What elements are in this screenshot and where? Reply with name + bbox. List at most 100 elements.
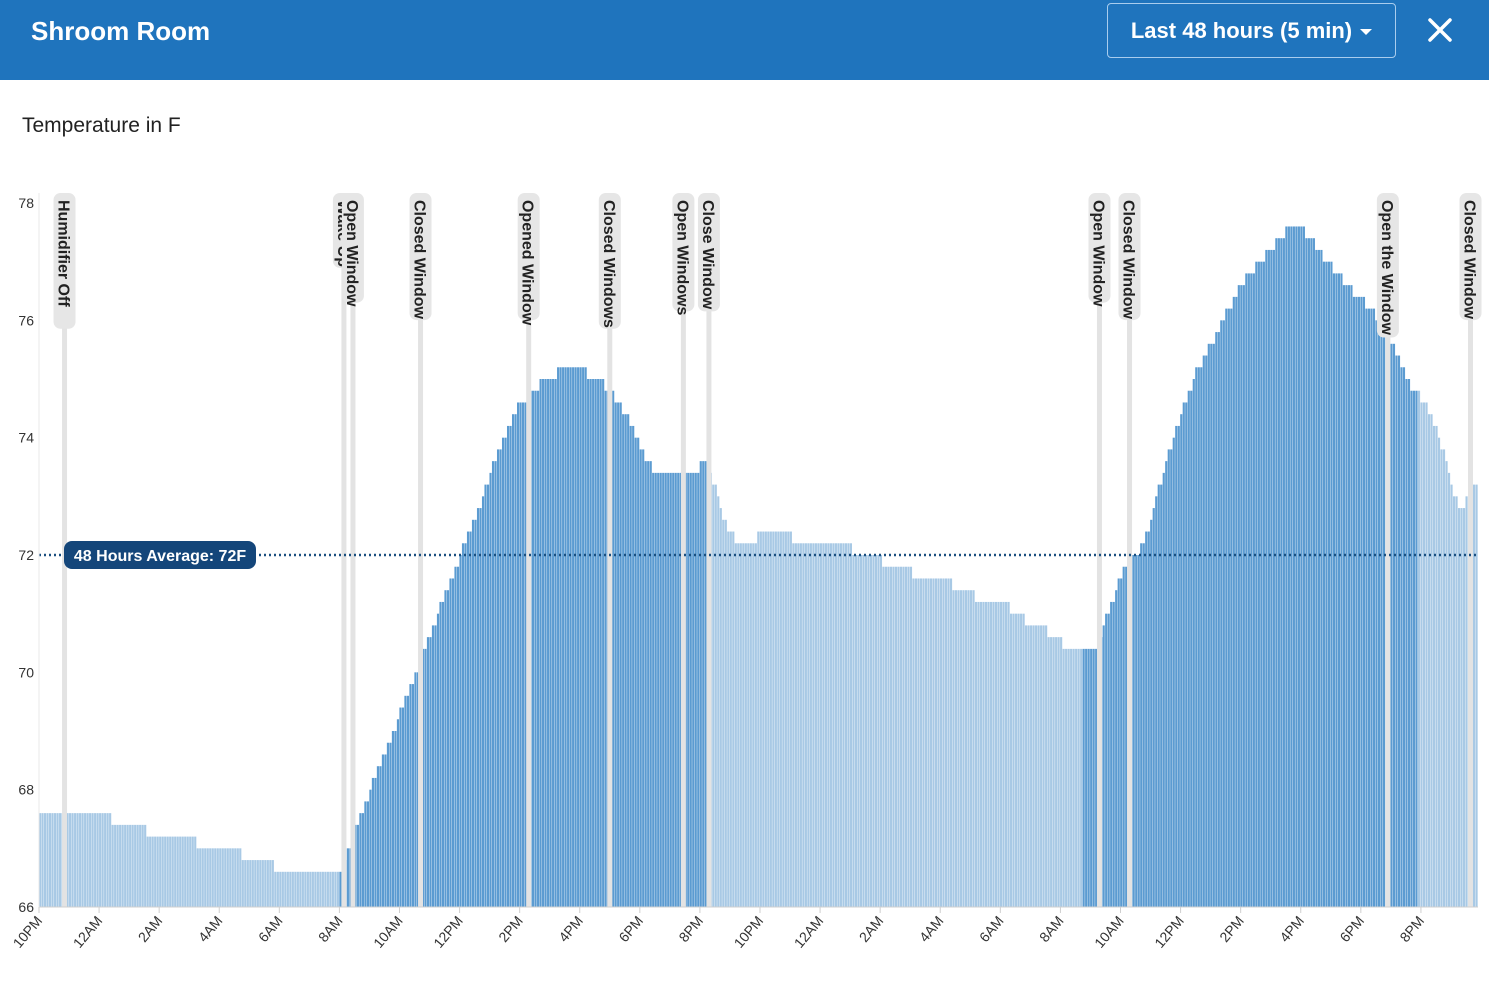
temperature-bar: [46, 813, 49, 907]
temperature-bar: [1017, 613, 1020, 907]
event-label-bg: [598, 193, 621, 329]
temperature-bar: [654, 472, 657, 907]
temperature-bar: [349, 848, 352, 907]
temperature-bar: [717, 496, 720, 907]
event-label-bg: [341, 193, 364, 303]
temperature-bar: [236, 848, 239, 907]
temperature-bar: [386, 742, 390, 907]
temperature-bar: [947, 578, 950, 907]
temperature-bar: [1192, 379, 1195, 907]
event-label: Closed Windows: [600, 200, 617, 328]
temperature-bar: [414, 672, 417, 907]
close-button[interactable]: [1420, 10, 1460, 50]
temperature-bar: [952, 590, 955, 907]
temperature-bar: [326, 871, 329, 907]
temperature-bar: [126, 824, 129, 907]
temperature-bar: [1277, 238, 1280, 907]
temperature-bar: [594, 379, 597, 907]
temperature-bar: [1005, 601, 1008, 907]
temperature-bar: [974, 601, 978, 907]
temperature-bar: [291, 871, 294, 907]
temperature-bar: [1377, 320, 1381, 908]
temperature-bar: [544, 379, 547, 907]
temperature-bar: [857, 555, 860, 907]
temperature-bar: [1232, 296, 1235, 907]
temperature-bar: [649, 461, 652, 907]
temperature-bar: [1202, 355, 1205, 907]
temperature-bar: [491, 461, 495, 907]
temperature-bar: [1015, 613, 1018, 907]
x-tick-label: 10AM: [1091, 913, 1127, 951]
temperature-bar: [1267, 249, 1270, 907]
temperature-bar: [1082, 648, 1085, 907]
temperature-bar: [762, 531, 765, 907]
temperature-bar: [1020, 613, 1023, 907]
temperature-bar: [476, 508, 480, 907]
temperature-bar: [1115, 590, 1118, 907]
temperature-bar: [484, 484, 487, 907]
temperature-bar: [136, 824, 139, 907]
temperature-bar: [1257, 261, 1260, 907]
temperature-bar: [1027, 625, 1030, 907]
temperature-bar: [406, 695, 410, 907]
temperature-bar: [1135, 555, 1138, 907]
temperature-bar: [1380, 320, 1383, 908]
temperature-bar: [116, 824, 119, 907]
temperature-bar: [769, 531, 772, 907]
temperature-bar: [812, 543, 815, 907]
temperature-bar: [1212, 343, 1215, 907]
time-range-dropdown[interactable]: Last 48 hours (5 min): [1107, 3, 1396, 58]
temperature-bar: [624, 414, 627, 907]
x-tick-label: 4PM: [555, 913, 586, 945]
temperature-bar: [149, 836, 152, 907]
temperature-bar: [274, 871, 277, 907]
temperature-bar: [384, 754, 387, 907]
temperature-bar: [1330, 261, 1333, 907]
temperature-bar: [439, 601, 442, 907]
temperature-bar: [619, 402, 622, 907]
temperature-bar: [599, 379, 602, 907]
temperature-bar: [1442, 449, 1446, 907]
temperature-bar: [642, 449, 645, 907]
temperature-bar: [689, 472, 692, 907]
temperature-bar: [1185, 402, 1188, 907]
temperature-bar: [547, 379, 550, 907]
temperature-bar: [754, 543, 757, 907]
temperature-bar: [1340, 273, 1343, 907]
temperature-bar: [1402, 367, 1406, 907]
temperature-bar: [321, 871, 324, 907]
temperature-bar: [1025, 625, 1028, 907]
temperature-bar: [1012, 613, 1015, 907]
temperature-bar: [356, 824, 359, 907]
temperature-bar: [542, 379, 545, 907]
temperature-bar: [704, 461, 707, 907]
temperature-bar: [534, 390, 537, 908]
temperature-bar: [286, 871, 289, 907]
temperature-bar: [504, 437, 507, 907]
temperature-bar: [1112, 601, 1115, 907]
temperature-bar: [1152, 508, 1155, 907]
temperature-bar: [1200, 367, 1203, 907]
event-label-bg: [409, 193, 432, 321]
temperature-bar: [809, 543, 812, 907]
temperature-bar: [1197, 367, 1200, 907]
temperature-bar: [1032, 625, 1035, 907]
temperature-bar: [977, 601, 980, 907]
x-tick-label: 4PM: [1276, 913, 1307, 945]
temperature-bar: [1472, 484, 1476, 907]
temperature-bar: [939, 578, 943, 907]
temperature-bar: [1215, 332, 1218, 907]
temperature-bar: [1352, 296, 1356, 907]
temperature-bar: [1117, 578, 1120, 907]
temperature-bar: [1432, 425, 1436, 907]
temperature-bar: [374, 777, 377, 907]
temperature-bar: [244, 860, 247, 907]
temperature-bar: [96, 813, 99, 907]
temperature-bar: [727, 531, 730, 907]
temperature-bar: [94, 813, 97, 907]
temperature-bar: [444, 590, 447, 907]
temperature-bar: [394, 731, 397, 907]
temperature-bar: [1357, 296, 1361, 907]
temperature-bar: [454, 566, 457, 907]
temperature-bar: [1107, 613, 1110, 907]
